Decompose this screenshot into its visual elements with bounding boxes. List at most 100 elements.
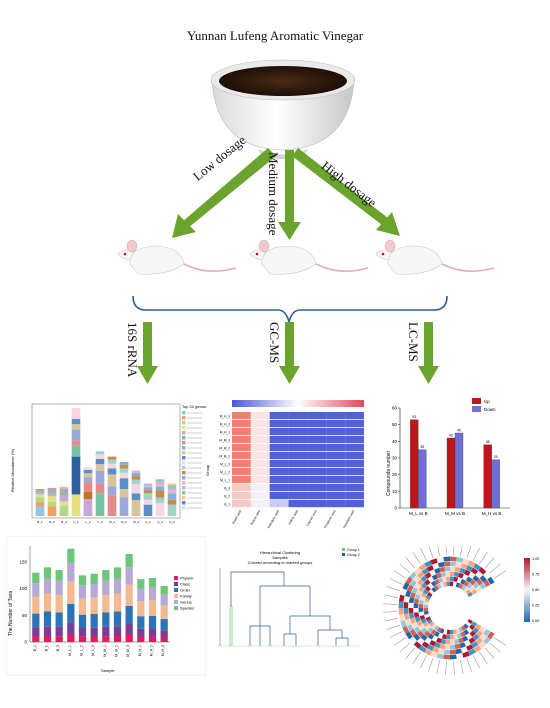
p6-cell [444, 566, 450, 572]
p6-cell [428, 589, 435, 595]
p2-cell [345, 412, 364, 420]
p2-cell [345, 420, 364, 428]
p2-cell [232, 492, 251, 500]
p1-bar-segment [59, 501, 69, 506]
p6-cell [466, 633, 473, 640]
p6-scale-label: 1.00 [532, 557, 539, 561]
p2-cell [288, 428, 308, 436]
p6-cell [409, 579, 417, 587]
p4-bar-segment [43, 578, 52, 594]
p6-cell [398, 601, 404, 608]
p5-legend-1: Group 1 [347, 548, 360, 552]
p2-cell [250, 468, 270, 476]
p6-cell [431, 574, 438, 581]
p4-ylabel: The Number of Taxa [8, 591, 14, 636]
p4-bar-segment [148, 600, 157, 616]
p1-bar-segment [131, 493, 141, 501]
p2-cell [345, 452, 364, 460]
p1-bar-segment [35, 502, 45, 507]
dosage-arrows [172, 148, 400, 240]
p6-cell [417, 578, 424, 586]
p6-cell [408, 597, 415, 604]
p2-row-label: M_M_1 [219, 455, 230, 459]
p3-bar-up [410, 419, 419, 509]
p4-bar-segment [55, 636, 63, 642]
p4-bar-segment [90, 573, 98, 584]
p1-legend-swatch [182, 456, 186, 460]
p4-bar-segment [137, 628, 145, 637]
p6-cell [411, 622, 418, 629]
p6-cell [413, 612, 420, 618]
p2-row-label: M_H_2 [220, 423, 231, 427]
p6-cell [483, 579, 491, 587]
p4-legend-label: Genus [180, 600, 192, 605]
p6-cell [429, 569, 436, 576]
p6-cell [398, 594, 405, 602]
rat-icons [117, 239, 495, 275]
p1-bar-segment [143, 483, 153, 486]
p6-cell [445, 634, 450, 640]
p4-legend-swatch [174, 588, 178, 592]
p6-cell [450, 639, 455, 645]
p6-label-mark [412, 651, 421, 664]
p3-legend-swatch [472, 406, 481, 412]
p4-xlabel: Sample [101, 668, 115, 673]
p1-bar-segment [47, 501, 57, 507]
p6-cell [465, 621, 472, 627]
p1-bar-segment [71, 408, 81, 419]
p6-cell [424, 630, 431, 637]
p6-cell [430, 651, 438, 658]
p2-cell [269, 468, 289, 476]
p1-tick-label: B_2 [49, 520, 55, 524]
p6-label-mark [384, 618, 399, 622]
p1-tick-label: H_3 [169, 520, 175, 524]
p6-cell [459, 642, 466, 649]
p1-bar-segment [35, 490, 45, 493]
p2-cell [307, 500, 327, 508]
p6-cell [427, 583, 434, 589]
p2-cell [250, 428, 270, 436]
p6-cell [458, 637, 464, 644]
p6-label-mark [389, 578, 403, 585]
p5-subtitle: Samples [272, 555, 288, 560]
p4-xtick-label: M_M_2 [115, 645, 119, 657]
p1-bar-segment [95, 483, 105, 494]
p2-cell [307, 492, 327, 500]
p2-cell [345, 476, 364, 484]
p2-col-label: Acetic acid [231, 509, 242, 525]
p2-cell [307, 436, 327, 444]
p6-cell [469, 585, 475, 592]
p6-cell [430, 558, 438, 565]
p6-cell [441, 634, 447, 640]
p2-cell [345, 484, 364, 492]
p6-cell [453, 634, 459, 640]
p2-cell [269, 444, 289, 452]
p3-ytick-label: 50 [392, 422, 398, 427]
p1-bar-segment [131, 476, 141, 480]
p1-bar-segment [167, 483, 177, 486]
p6-cell [458, 627, 464, 633]
p6-label-mark [493, 570, 506, 579]
p1-bar-segment [47, 491, 57, 494]
p6-cell [479, 626, 486, 634]
p3-ytick-label: 20 [392, 472, 398, 477]
p2-cell [326, 420, 346, 428]
p6-cell [427, 619, 433, 625]
p3-value-label: 38 [486, 440, 490, 444]
p1-bar-segment [107, 456, 117, 460]
p1-bar-segment [71, 494, 81, 516]
p2-cell [345, 492, 364, 500]
p6-cell [461, 585, 467, 591]
p4-bar-segment [55, 626, 63, 637]
p6-cell [408, 608, 414, 614]
p6-cell [426, 565, 434, 572]
p1-bar-segment [155, 503, 165, 516]
p4-bar-segment [137, 636, 145, 642]
p6-cell [433, 585, 439, 591]
p4-bar-segment [78, 585, 87, 599]
p4-bar-segment [148, 628, 157, 637]
p1-bar-segment [83, 467, 93, 470]
p1-legend-swatch [182, 436, 186, 440]
p4-bar-segment [160, 605, 168, 620]
p4-bar-segment [67, 622, 75, 635]
